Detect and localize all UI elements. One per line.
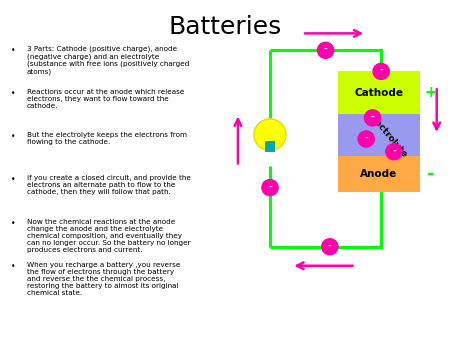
Text: •: • <box>11 46 16 55</box>
Bar <box>338 114 419 156</box>
Text: If you create a closed circuit, and provide the
electrons an alternate path to f: If you create a closed circuit, and prov… <box>27 175 191 195</box>
Text: -: - <box>371 113 374 122</box>
Text: •: • <box>11 89 16 98</box>
Text: •: • <box>11 132 16 141</box>
Text: Electrolyte: Electrolyte <box>366 111 409 159</box>
Circle shape <box>358 131 374 147</box>
Text: When you recharge a battery ,you reverse
the flow of electrons through the batte: When you recharge a battery ,you reverse… <box>27 262 180 296</box>
Text: Batteries: Batteries <box>168 15 282 39</box>
Text: 3 Parts: Cathode (positive charge), anode
(negative charge) and an electrolyte
(: 3 Parts: Cathode (positive charge), anod… <box>27 46 189 75</box>
Text: -: - <box>379 66 383 75</box>
Circle shape <box>262 179 278 196</box>
Text: •: • <box>11 219 16 228</box>
Text: •: • <box>11 175 16 185</box>
Text: Reactions occur at the anode which release
electrons, they want to flow toward t: Reactions occur at the anode which relea… <box>27 89 184 109</box>
Text: Anode: Anode <box>360 169 398 179</box>
Text: Now the chemical reactions at the anode
change the anode and the electrolyte
che: Now the chemical reactions at the anode … <box>27 219 191 253</box>
Text: •: • <box>11 262 16 271</box>
Text: -: - <box>364 134 368 143</box>
Circle shape <box>373 64 389 79</box>
Bar <box>338 156 419 192</box>
Text: -: - <box>392 147 396 155</box>
Text: -: - <box>328 242 332 250</box>
Text: But the electrolyte keeps the electrons from
flowing to the cathode.: But the electrolyte keeps the electrons … <box>27 132 187 145</box>
Bar <box>338 71 419 114</box>
Bar <box>266 141 274 152</box>
Circle shape <box>254 119 286 151</box>
Circle shape <box>317 42 334 58</box>
Text: -: - <box>427 165 434 183</box>
Text: Cathode: Cathode <box>355 88 404 98</box>
Text: +: + <box>424 85 436 100</box>
Text: -: - <box>268 183 272 191</box>
Circle shape <box>322 239 338 255</box>
Circle shape <box>364 110 381 126</box>
Circle shape <box>386 144 402 160</box>
Text: -: - <box>324 45 328 54</box>
